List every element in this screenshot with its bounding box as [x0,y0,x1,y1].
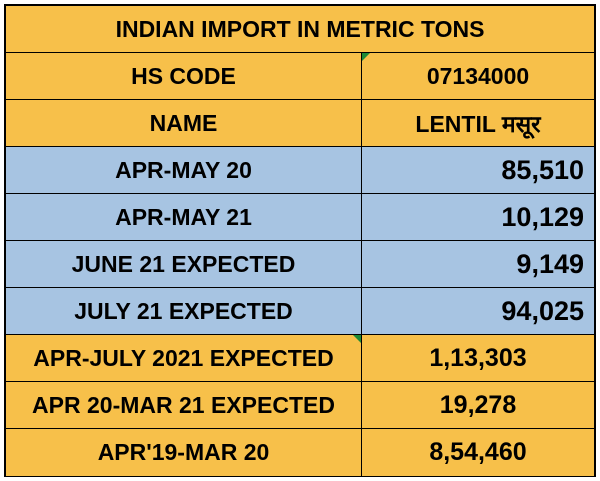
name-value: LENTIL मसूर [415,111,541,137]
name-row: NAME LENTIL मसूर [6,100,594,147]
name-label: NAME [6,100,362,146]
row-label: JUNE 21 EXPECTED [6,241,362,287]
row-label-cell: APR-JULY 2021 EXPECTED [6,335,362,381]
hs-code-value: 07134000 [426,62,530,89]
table-row: JULY 21 EXPECTED 94,025 [6,288,594,335]
row-value: 19,278 [439,390,517,419]
table-row: APR'19-MAR 20 8,54,460 [6,429,594,476]
hs-code-value-cell: 07134000 [362,53,594,99]
table-row: APR-MAY 21 10,129 [6,194,594,241]
row-value: 8,54,460 [429,438,527,466]
row-label: APR-JULY 2021 EXPECTED [33,344,334,371]
table-row: APR 20-MAR 21 EXPECTED 19,278 [6,382,594,429]
row-label: APR'19-MAR 20 [6,429,362,476]
row-value: 10,129 [501,201,584,232]
row-label: APR-MAY 21 [6,194,362,240]
table-row: APR-JULY 2021 EXPECTED 1,13,303 [6,335,594,382]
row-value: 85,510 [501,154,584,185]
title-row: INDIAN IMPORT IN METRIC TONS [6,6,594,53]
table-row: APR-MAY 20 85,510 [6,147,594,194]
table-row: JUNE 21 EXPECTED 9,149 [6,241,594,288]
row-value: 1,13,303 [429,343,527,372]
comment-indicator-icon [362,53,370,61]
row-label: APR 20-MAR 21 EXPECTED [6,382,362,428]
comment-indicator-icon [353,335,361,343]
import-table: INDIAN IMPORT IN METRIC TONS HS CODE 071… [4,4,596,477]
row-value: 9,149 [516,248,584,279]
row-value: 94,025 [501,295,584,326]
hs-code-row: HS CODE 07134000 [6,53,594,100]
hs-code-label: HS CODE [6,53,362,99]
table-title: INDIAN IMPORT IN METRIC TONS [115,15,485,42]
row-label: APR-MAY 20 [6,147,362,193]
row-label: JULY 21 EXPECTED [6,288,362,334]
